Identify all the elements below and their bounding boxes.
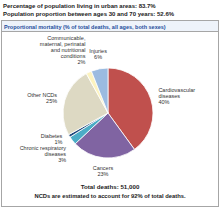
data-label-line: 1% (54, 139, 62, 145)
data-label: Chronic respiratorydiseases3% (20, 145, 67, 163)
data-label: Injuries6% (89, 48, 107, 60)
data-label-line: 6% (94, 54, 102, 60)
annotation: Population proportion between ages 30 an… (3, 11, 175, 17)
annotation: NCDs are estimated to account for 92% of… (34, 193, 185, 199)
title-box (2, 21, 219, 32)
data-label: Communicable,maternal, perinataland nutr… (40, 35, 86, 65)
data-label: Diabetes1% (41, 133, 63, 145)
data-label-line: 23% (98, 171, 109, 177)
slice (91, 68, 108, 113)
annotation: Percentage of population living in urban… (3, 3, 156, 9)
data-label-line: 40% (158, 99, 169, 105)
data-label-line: 25% (46, 98, 57, 104)
data-label-line: 3% (58, 157, 66, 163)
data-label: Cardiovasculardiseases40% (158, 87, 195, 105)
frame (2, 21, 219, 207)
data-label: Other NCDs25% (27, 92, 57, 104)
annotation: Total deaths: 51,000 (81, 183, 140, 190)
pie (63, 68, 153, 158)
data-label: Cancers23% (93, 165, 114, 177)
title: Proportional mortality (% of total death… (4, 24, 166, 30)
data-label-line: 2% (77, 59, 85, 65)
chart: Percentage of population living in urban… (0, 0, 220, 209)
